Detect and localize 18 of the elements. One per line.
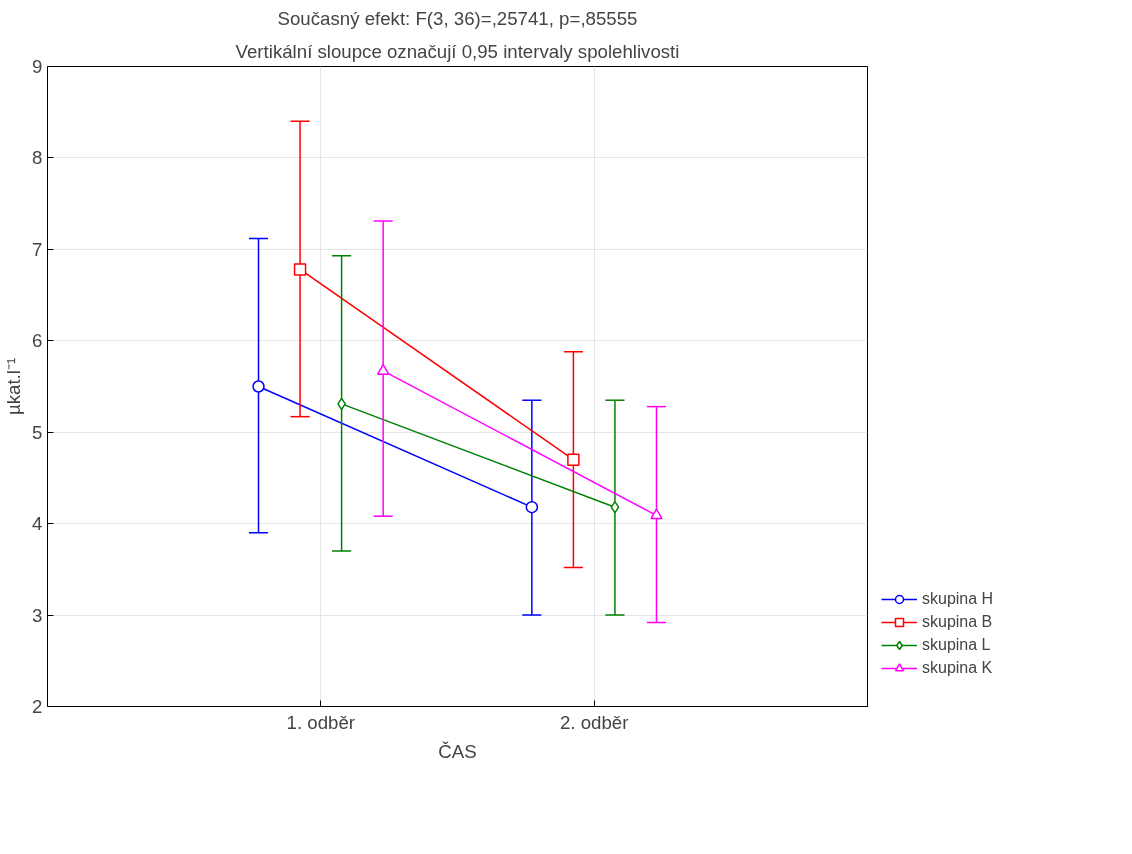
legend-label: skupina L: [922, 636, 991, 654]
y-tick-label: 5: [32, 421, 43, 443]
x-tick-label: 1. odběr: [286, 711, 356, 733]
y-tick-label: 2: [32, 696, 43, 717]
chart-title: Současný efekt: F(3, 36)=,25741, p=,85555: [277, 7, 638, 29]
y-tick-label: 4: [32, 513, 43, 535]
legend-label: skupina H: [922, 590, 994, 608]
legend-label: skupina K: [922, 659, 993, 677]
y-tick-label: 3: [32, 604, 43, 626]
y-tick-label: 8: [32, 147, 43, 169]
y-tick-label: 6: [32, 330, 43, 352]
chart-subtitle: Vertikální sloupce označují 0,95 intervaly spolehlivosti: [235, 40, 680, 62]
y-tick-label: 7: [32, 238, 43, 260]
legend-label: skupina B: [922, 613, 993, 631]
y-tick-label: 9: [32, 56, 43, 77]
x-tick-label: 2. odběr: [559, 711, 629, 733]
x-axis-title: ČAS: [438, 740, 477, 762]
y-axis-title: µkat.l⁻¹: [3, 357, 25, 416]
